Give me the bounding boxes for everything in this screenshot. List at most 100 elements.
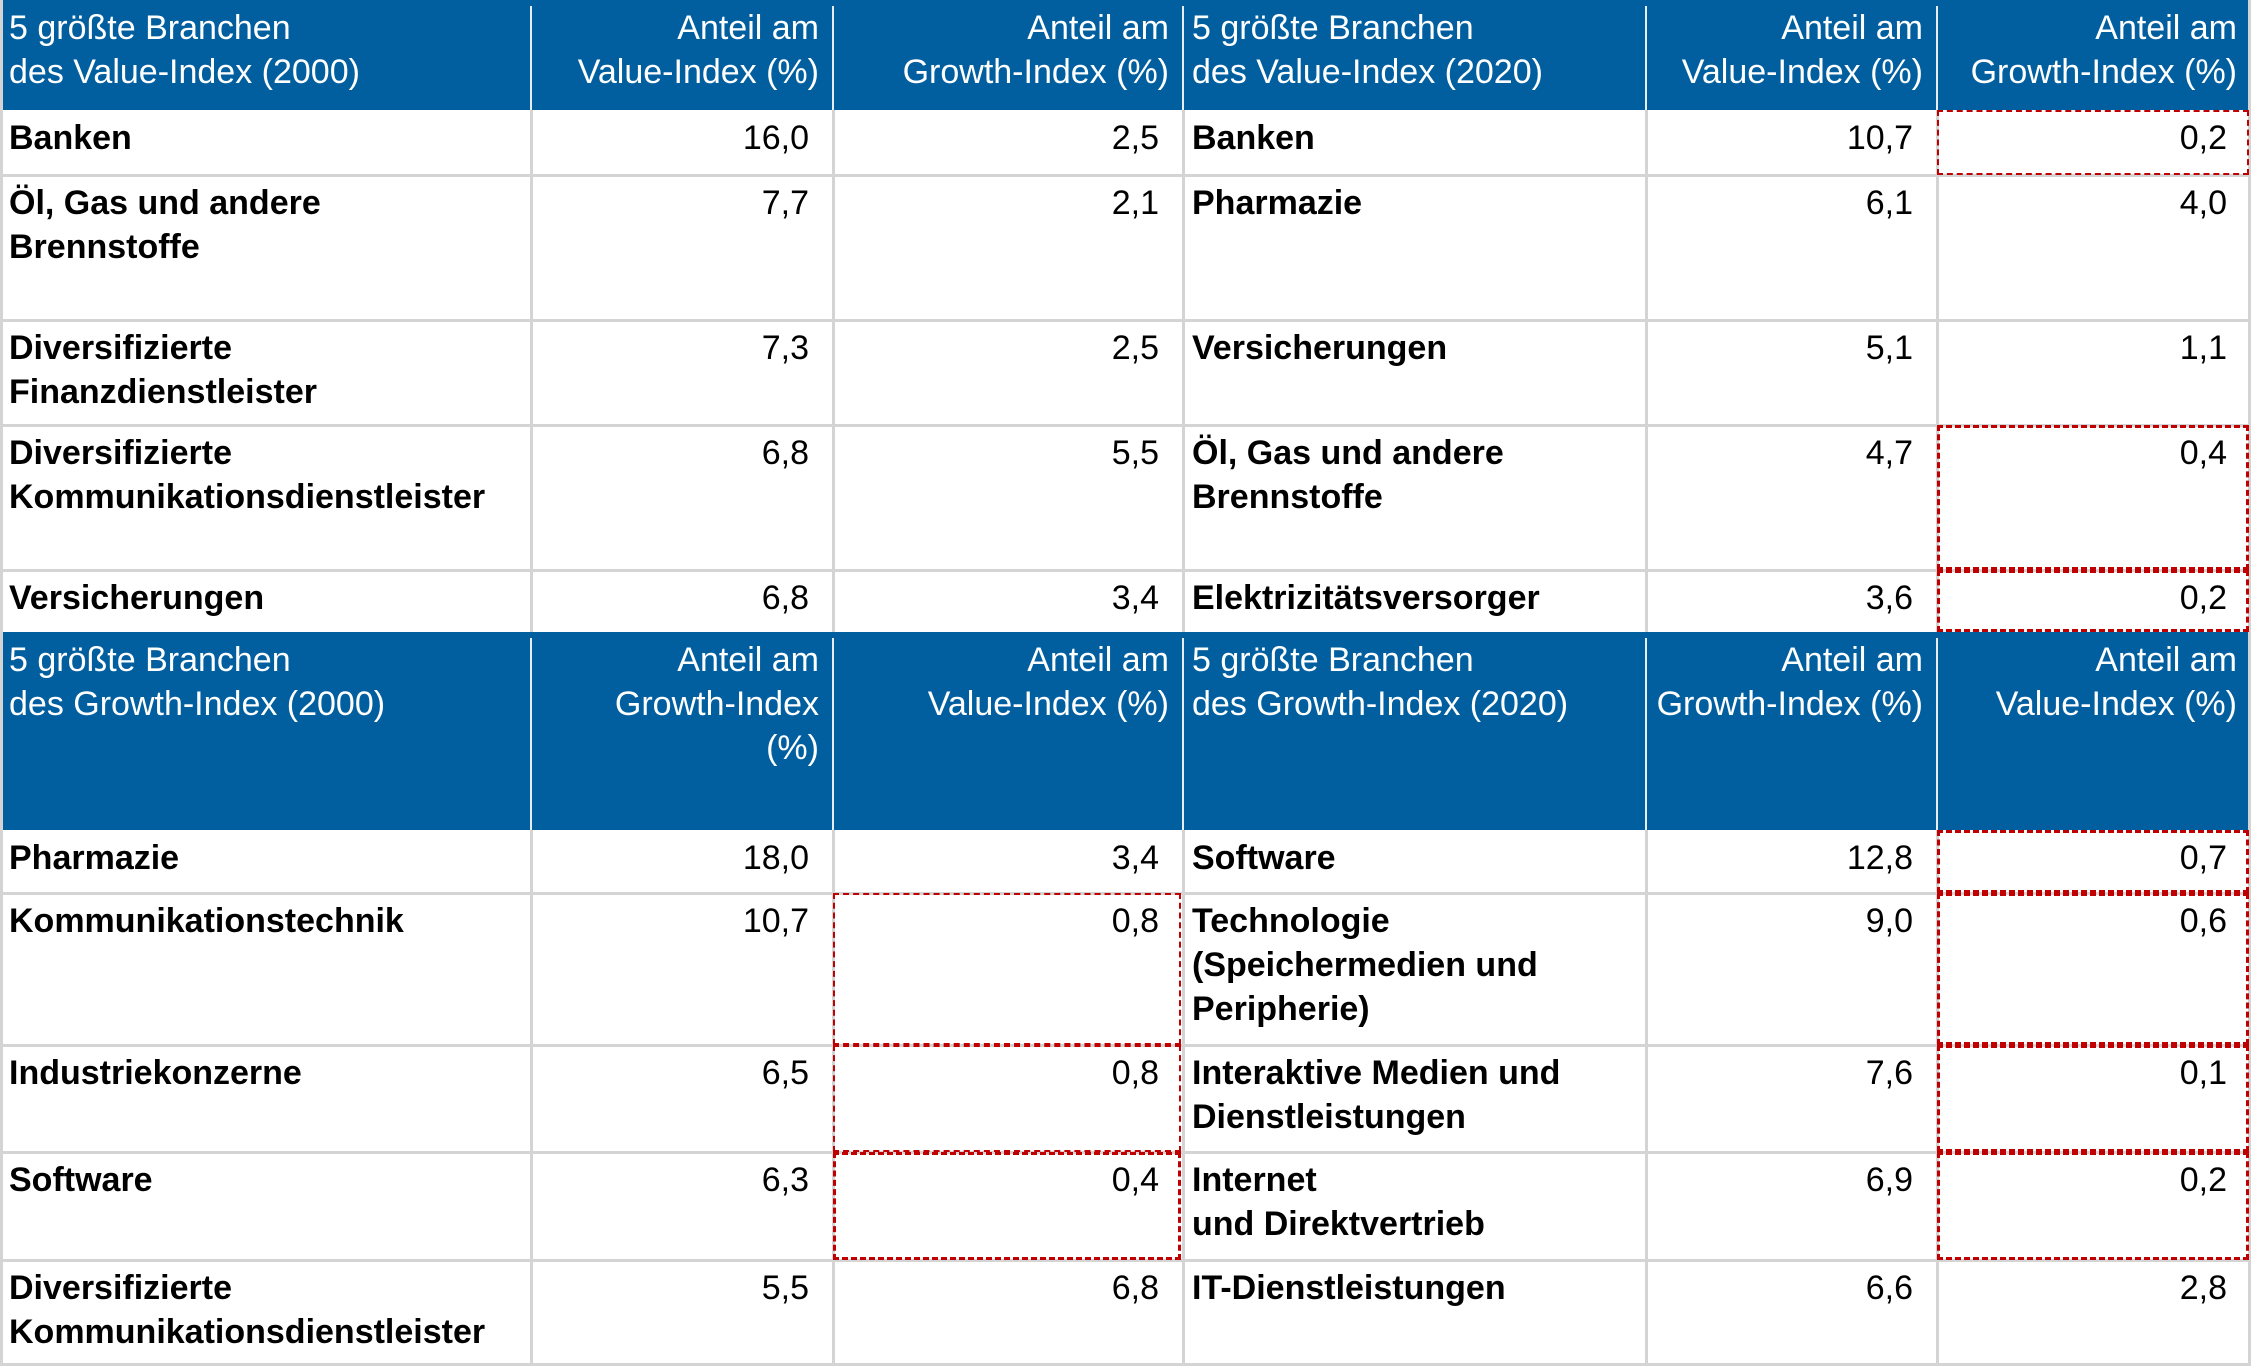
industry-label: Interaktive Medien und Dienstleistungen <box>1192 1054 1561 1136</box>
industry-label: Banken <box>1192 119 1315 157</box>
row-divider <box>0 174 2251 177</box>
industry-label: Pharmazie <box>1192 184 1363 222</box>
share-value: 0,8 <box>1111 902 1159 940</box>
header-growth-right-title: 5 größte Branchen des Growth-Index (2020) <box>1183 632 1646 830</box>
column-divider <box>530 830 533 1366</box>
share-value: 0,7 <box>2179 839 2227 877</box>
share-value: 16,0 <box>742 119 809 157</box>
row-divider <box>0 569 2251 572</box>
share-value: 5,5 <box>761 1269 809 1307</box>
industry-label: Pharmazie <box>9 839 180 877</box>
share-value: 6,8 <box>1111 1269 1159 1307</box>
industry-label: Öl, Gas und andere Brennstoffe <box>9 184 321 266</box>
industry-label: Kommunikationstechnik <box>9 902 404 940</box>
industry-label: Diversifizierte Kommunikationsdienstleist… <box>9 1269 486 1351</box>
share-value: 1,1 <box>2179 329 2227 367</box>
share-value: 2,8 <box>2179 1269 2227 1307</box>
header-column-divider <box>1182 6 1184 110</box>
header-column-divider <box>832 638 834 830</box>
column-divider <box>1936 110 1939 632</box>
share-value: 0,6 <box>2179 902 2227 940</box>
header-column-divider <box>1182 638 1184 830</box>
column-divider <box>1645 830 1648 1366</box>
industry-label: Software <box>1192 839 1336 877</box>
share-value: 4,7 <box>1865 434 1913 472</box>
header-value-left-col2: Anteil am Growth-Index (%) <box>833 0 1183 110</box>
share-value: 7,7 <box>761 184 809 222</box>
share-value: 2,1 <box>1111 184 1159 222</box>
header-column-divider <box>1936 638 1938 830</box>
header-growth-left-col2: Anteil am Value-Index (%) <box>833 632 1183 830</box>
header-column-divider <box>1936 6 1938 110</box>
industry-label: Internet und Direktvertrieb <box>1192 1161 1485 1243</box>
share-value: 12,8 <box>1846 839 1913 877</box>
share-value: 3,4 <box>1111 839 1159 877</box>
share-value: 6,3 <box>761 1161 809 1199</box>
column-divider <box>832 830 835 1366</box>
table-border <box>0 0 3 1366</box>
header-value-left-col1: Anteil am Value-Index (%) <box>531 0 833 110</box>
row-divider <box>0 319 2251 322</box>
header-value-right-col2: Anteil am Growth-Index (%) <box>1937 0 2251 110</box>
share-value: 0,2 <box>2179 579 2227 617</box>
share-value: 2,5 <box>1111 329 1159 367</box>
share-value: 0,4 <box>1111 1161 1159 1199</box>
industry-label: Banken <box>9 119 132 157</box>
header-growth-right-col2: Anteil am Value-Index (%) <box>1937 632 2251 830</box>
share-value: 6,1 <box>1865 184 1913 222</box>
header-column-divider <box>530 6 532 110</box>
share-value: 3,6 <box>1865 579 1913 617</box>
header-column-divider <box>1645 6 1647 110</box>
header-value-left-title: 5 größte Branchen des Value-Index (2000) <box>0 0 531 110</box>
row-divider <box>0 424 2251 427</box>
header-column-divider <box>1645 638 1647 830</box>
column-divider <box>530 110 533 632</box>
share-value: 6,8 <box>761 434 809 472</box>
industry-label: Elektrizitätsversorger <box>1192 579 1540 617</box>
share-value: 6,5 <box>761 1054 809 1092</box>
share-value: 3,4 <box>1111 579 1159 617</box>
share-value: 10,7 <box>1846 119 1913 157</box>
industry-label: Diversifizierte Finanzdienstleister <box>9 329 317 411</box>
table-border <box>2248 0 2251 1366</box>
industry-label: Versicherungen <box>9 579 265 617</box>
share-value: 6,9 <box>1865 1161 1913 1199</box>
share-value: 0,8 <box>1111 1054 1159 1092</box>
header-growth-left-col1: Anteil am Growth-Index (%) <box>531 632 833 830</box>
share-value: 7,6 <box>1865 1054 1913 1092</box>
share-value: 2,5 <box>1111 119 1159 157</box>
industry-label: Öl, Gas und andere Brennstoffe <box>1192 434 1504 516</box>
column-divider <box>1936 830 1939 1366</box>
share-value: 0,1 <box>2179 1054 2227 1092</box>
table-border <box>0 1363 2251 1366</box>
row-divider <box>0 1259 2251 1262</box>
share-value: 4,0 <box>2179 184 2227 222</box>
header-column-divider <box>530 638 532 830</box>
header-growth-left-title: 5 größte Branchen des Growth-Index (2000) <box>0 632 531 830</box>
header-value-right-col1: Anteil am Value-Index (%) <box>1646 0 1937 110</box>
industry-label: Technologie (Speichermedien und Peripherie… <box>1192 902 1538 1028</box>
column-divider <box>1645 110 1648 632</box>
share-value: 7,3 <box>761 329 809 367</box>
header-growth-right-col1: Anteil am Growth-Index (%) <box>1646 632 1937 830</box>
column-divider <box>1182 830 1185 1366</box>
header-value-right-title: 5 größte Branchen des Value-Index (2020) <box>1183 0 1646 110</box>
share-value: 5,5 <box>1111 434 1159 472</box>
share-value: 6,8 <box>761 579 809 617</box>
industry-label: Diversifizierte Kommunikationsdienstleist… <box>9 434 486 516</box>
share-value: 5,1 <box>1865 329 1913 367</box>
share-value: 18,0 <box>742 839 809 877</box>
column-divider <box>1182 110 1185 632</box>
share-value: 0,2 <box>2179 119 2227 157</box>
column-divider <box>832 110 835 632</box>
industry-label: Versicherungen <box>1192 329 1448 367</box>
industry-label: Industriekonzerne <box>9 1054 302 1092</box>
share-value: 0,2 <box>2179 1161 2227 1199</box>
share-value: 10,7 <box>742 902 809 940</box>
industry-label: IT-Dienstleistungen <box>1192 1269 1506 1307</box>
industry-label: Software <box>9 1161 153 1199</box>
share-value: 6,6 <box>1865 1269 1913 1307</box>
header-column-divider <box>832 6 834 110</box>
share-value: 0,4 <box>2179 434 2227 472</box>
